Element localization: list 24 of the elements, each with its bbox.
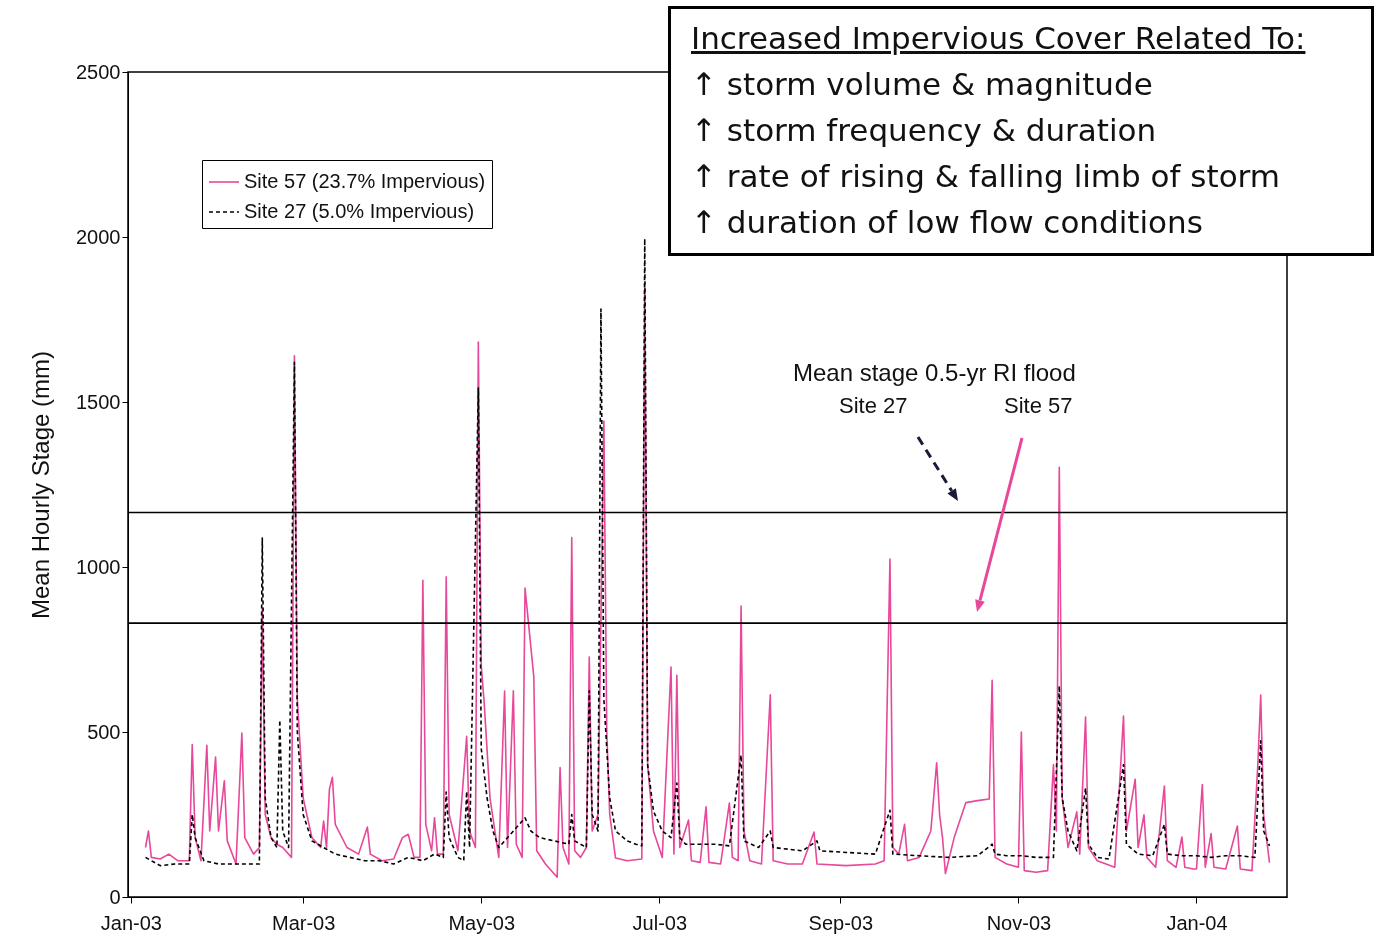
y-axis-title: Mean Hourly Stage (mm) <box>27 350 55 620</box>
x-tick-label: May-03 <box>448 911 516 934</box>
annotation: ↑ duration of low flow conditions <box>691 203 1204 242</box>
annotation: Site 57 <box>1004 393 1073 419</box>
x-tick-label: Jan-03 <box>100 911 162 934</box>
text: Increased Impervious Cover Related To: <box>691 20 1306 56</box>
annotation: Site 27 <box>839 393 908 419</box>
x-tick-label: Jul-03 <box>632 911 688 934</box>
y-tick-label: 500 <box>87 720 121 743</box>
x-tick-label: Mar-03 <box>271 911 336 934</box>
annotation: ↑ rate of rising & falling limb of storm <box>691 157 1281 196</box>
annotation: Mean stage 0.5-yr RI flood <box>793 359 1076 387</box>
legend-label: Site 57 (23.7% Impervious) <box>244 170 486 192</box>
x-tick-label: Nov-03 <box>986 911 1052 934</box>
annotation: ↑ storm volume & magnitude <box>691 65 1154 104</box>
y-tick-label: 1500 <box>76 390 121 413</box>
x-tick-label: Jan-04 <box>1166 911 1228 934</box>
y-tick-label: 2500 <box>76 60 121 83</box>
y-tick-label: 2000 <box>76 225 121 248</box>
y-tick-label: 1000 <box>76 555 121 578</box>
legend-label: Site 27 (5.0% Impervious) <box>244 200 475 222</box>
annotation: ↑ storm frequency & duration <box>691 111 1158 150</box>
x-tick-label: Sep-03 <box>808 911 874 934</box>
y-tick-label: 0 <box>109 885 121 908</box>
